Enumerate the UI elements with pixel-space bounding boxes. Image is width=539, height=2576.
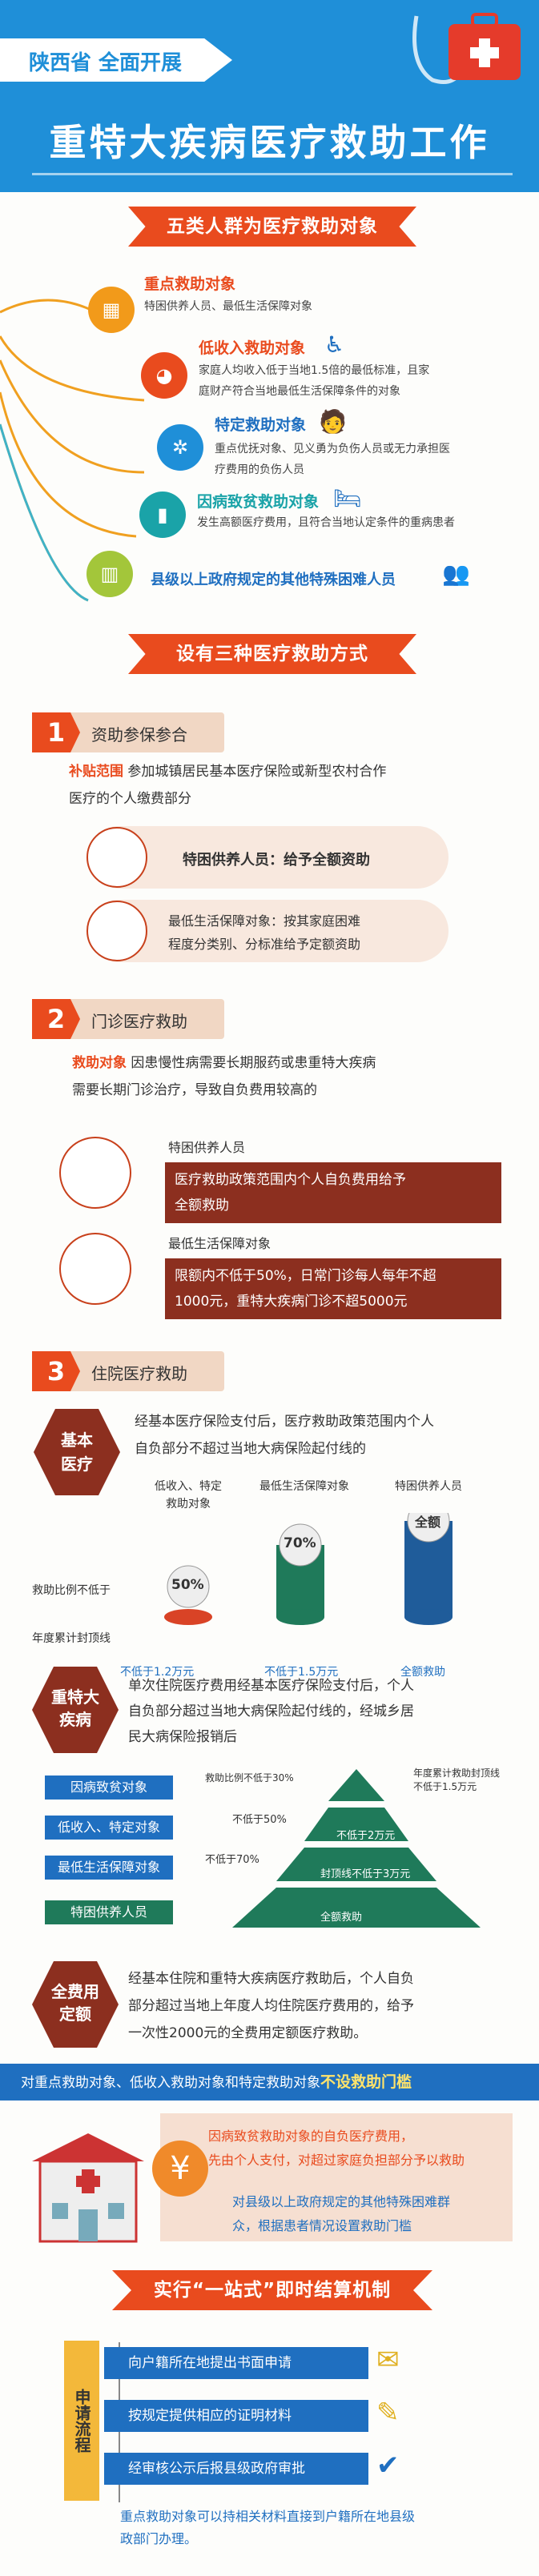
yen-icon: ¥ [152,2141,208,2197]
people-icon: 👥 [442,560,470,587]
section-banner-settlement: 实行“一站式”即时结算机制 [112,2270,432,2310]
no-threshold-banner: 对重点救助对象、低收入救助对象和特定救助对象不设救助门槛 [0,2064,539,2101]
process-label: 申请流程 [64,2341,99,2501]
pyr-label: 低收入、特定对象 [45,1816,173,1840]
chart-icon: ▮ [139,492,186,538]
pill-text: 最低生活保障对象：按其家庭困难 [168,913,361,929]
lead-label: 补贴范围 [69,764,123,780]
page-title: 重特大疾病医疗救助工作 [49,121,490,164]
process-step: 按规定提供相应的证明材料 [104,2400,368,2432]
document-icon: ✉ [376,2344,400,2376]
info-box-1: 医疗救助政策范围内个人自负费用给予 全额救助 [165,1162,501,1223]
group-desc: 疗费用的负伤人员 [215,463,304,476]
pyramid-chart [232,1769,481,1928]
grid-icon: ▦ [88,287,135,333]
pyr-label: 因病致贫对象 [45,1776,173,1800]
group-desc: 重点优抚对象、见义勇为负伤人员或无力承担医 [215,443,450,455]
pill-m1-1 [88,826,448,889]
method-tab-1: 1 资助参保参合 [32,712,224,752]
medical-kit-icon [412,13,521,84]
header: 陕西省 全面开展 重特大疾病医疗救助工作 [0,0,539,192]
curve-connector [0,299,145,602]
group-title: 县级以上政府规定的其他特殊困难人员 [151,572,396,588]
section-banner-methods: 设有三种医疗救助方式 [128,634,416,674]
caregiver-icon [59,1233,131,1305]
pill-m1-2 [88,900,448,962]
group-title: 特定救助对象 [215,416,307,434]
hex-full-cost: 全费用 定额 [32,1961,119,2048]
group-title: 因病致贫救助对象 [197,493,320,511]
settings-icon: ✲ [157,424,203,471]
pyr-label: 最低生活保障对象 [45,1856,173,1880]
coin-stacks [164,1513,453,1625]
threshold-panel [160,2113,513,2241]
process-step: 向户籍所在地提出书面申请 [104,2347,368,2379]
divider [32,173,513,175]
pill-text: 程度分类别、分标准给予定额资助 [168,937,361,952]
method-tab-2: 2 门诊医疗救助 [32,999,224,1039]
hex-major-disease: 重特大 疾病 [32,1667,119,1753]
method-tab-3: 3 住院医疗救助 [32,1351,224,1391]
pct-label: 70% [284,1535,316,1551]
pct-label: 全额 [415,1515,441,1530]
pyr-label: 特困供养人员 [45,1900,173,1924]
group-desc: 庭财产符合当地最低生活保障条件的对象 [199,385,400,398]
pie-icon: ◕ [141,352,187,399]
person-icon: 🧑 [319,408,347,435]
group-desc: 特困供养人员、最低生活保障对象 [144,300,312,313]
hospital-building-icon [32,2133,144,2243]
certificate-icon: ✎ [376,2397,400,2429]
caregiver-icon [86,901,147,961]
pct-label: 50% [171,1577,204,1593]
process-footnote: 重点救助对象可以持相关材料直接到户籍所在地县级 政部门办理。 [120,2509,416,2546]
section-banner-groups: 五类人群为医疗救助对象 [128,207,416,247]
group-desc: 发生高额医疗费用，且符合当地认定条件的重病患者 [197,516,455,529]
header-tag: 陕西省 全面开展 [0,38,232,82]
info-box-2: 限额内不低于50%，日常门诊每人每年不超 1000元，重特大疾病门诊不超5000元 [165,1258,501,1319]
group-title: 重点救助对象 [144,275,236,293]
process-step: 经审核公示后报县级政府审批 [104,2453,368,2485]
group-desc: 家庭人均收入低于当地1.5倍的最低标准，且家 [199,364,430,377]
patient-icon [59,1137,131,1209]
patient-bed-icon [86,827,147,888]
bars-icon: ▥ [86,551,133,597]
group-title: 低收入救助对象 [199,339,306,357]
approval-icon: ✔ [376,2450,400,2482]
wheelchair-icon: ♿ [324,331,345,358]
pill-text: 特困供养人员：给予全额资助 [183,852,370,869]
hospital-bed-icon: 🛏 [333,485,362,512]
hex-basic-medical: 基本 医疗 [34,1409,120,1495]
